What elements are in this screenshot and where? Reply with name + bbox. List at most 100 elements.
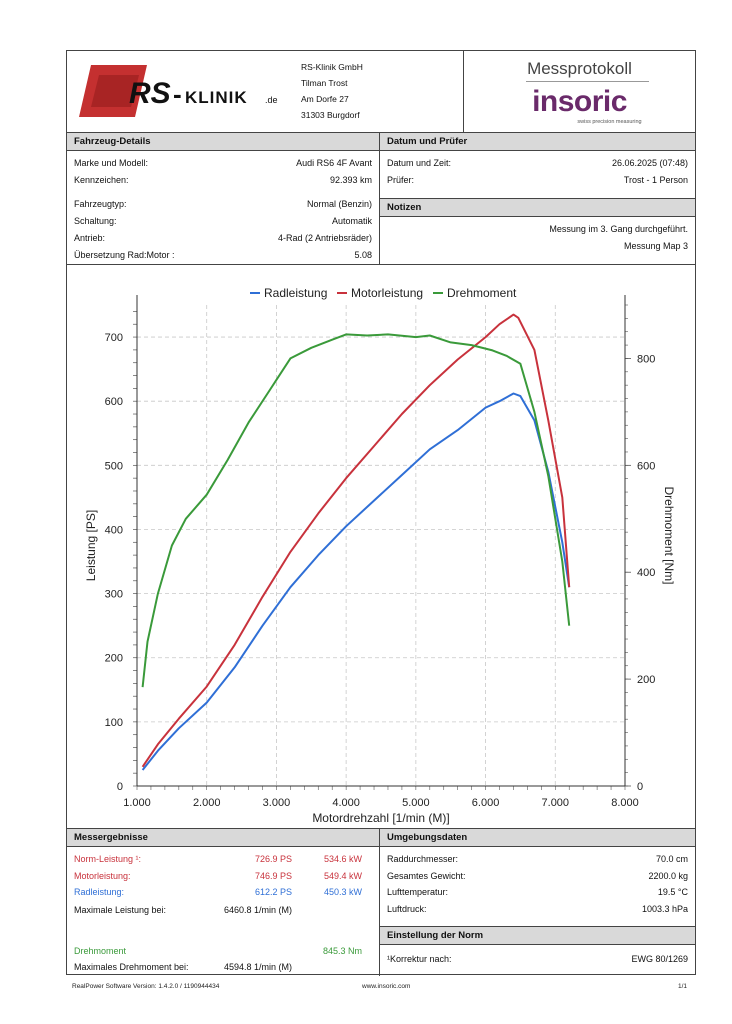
dyno-chart: 1.000 2.000 3.000 4.000 5.000 6.000 7.000 8.000… xyxy=(67,265,695,829)
section-title: Fahrzeug-Details xyxy=(67,133,379,151)
result-row: Motorleistung: 746.9 PS 549.4 kW xyxy=(74,870,372,882)
svg-text:-: - xyxy=(173,79,182,109)
software-version: RealPower Software Version: 1.4.2.0 / 11… xyxy=(72,983,220,990)
vehicle-row: Kennzeichen: 92.393 km xyxy=(74,174,372,186)
y2-tick-label: 400 xyxy=(637,567,655,579)
label: Norm-Leistung ¹: xyxy=(74,854,142,864)
website-link[interactable]: www.insoric.com xyxy=(362,983,411,990)
label: Datum und Zeit: xyxy=(387,158,452,168)
vehicle-row: Marke und Modell: Audi RS6 4F Avant xyxy=(74,157,372,169)
ps-value: 726.9 PS xyxy=(254,854,292,864)
max-power-row: Maximale Leistung bei: 6460.8 1/min (M) xyxy=(74,904,372,916)
date-tester: Datum und Prüfer Datum und Zeit: 26.06.20… xyxy=(380,133,695,199)
ps-value: 746.9 PS xyxy=(254,871,292,881)
value: Normal (Benzin) xyxy=(306,199,372,209)
vehicle-row: Übersetzung Rad:Motor : 5.08 xyxy=(74,249,372,261)
result-row: Norm-Leistung ¹: 726.9 PS 534.6 kW xyxy=(74,853,372,865)
x-tick-label: 1.000 xyxy=(123,797,151,809)
value: Trost - 1 Person xyxy=(623,175,688,185)
environment-data: Umgebungsdaten Raddurchmesser: 70.0 cm Ge… xyxy=(380,829,695,927)
y-tick-label: 400 xyxy=(105,524,123,536)
insoric-tagline: swiss precision measuring xyxy=(577,119,642,125)
result-row: Radleistung: 612.2 PS 450.3 kW xyxy=(74,886,372,898)
y2-tick-label: 800 xyxy=(637,353,655,365)
chart-svg: 1.000 2.000 3.000 4.000 5.000 6.000 7.000 8.000… xyxy=(84,286,676,825)
env-row: Lufttemperatur: 19.5 °C xyxy=(387,887,688,897)
company-line: 31303 Burgdorf xyxy=(301,110,360,120)
value: 4594.8 1/min (M) xyxy=(223,962,292,972)
y-tick-label: 700 xyxy=(105,332,123,344)
value: 4-Rad (2 Antriebsräder) xyxy=(277,233,372,243)
note-line: Messung Map 3 xyxy=(623,241,688,251)
header: RS - KLINIK .de RS-Klinik GmbH Tilman Tr… xyxy=(67,51,695,133)
x-tick-label: 7.000 xyxy=(542,797,570,809)
torque-row: Drehmoment 845.3 Nm xyxy=(74,945,372,957)
env-row: Gesamtes Gewicht: 2200.0 kg xyxy=(387,871,688,881)
insoric-logo: insoric xyxy=(532,85,627,118)
kw-value: 549.4 kW xyxy=(323,871,362,881)
y-tick-label: 200 xyxy=(105,653,123,665)
vehicle-details: Fahrzeug-Details Marke und Modell: Audi R… xyxy=(67,133,380,265)
kw-value: 534.6 kW xyxy=(323,854,362,864)
label: Maximale Leistung bei: xyxy=(74,905,167,915)
legend-label: Drehmoment xyxy=(447,286,517,300)
svg-text:.de: .de xyxy=(265,95,278,105)
section-title: Datum und Prüfer xyxy=(380,133,695,151)
value: Audi RS6 4F Avant xyxy=(296,158,372,168)
y-tick-label: 300 xyxy=(105,589,123,601)
y-tick-label: 100 xyxy=(105,717,123,729)
x-axis-label: Motordrehzahl [1/min (M)] xyxy=(312,811,449,825)
vehicle-row: Schaltung: Automatik xyxy=(74,215,372,227)
torque-value: 845.3 Nm xyxy=(322,946,362,956)
x-tick-label: 6.000 xyxy=(472,797,500,809)
company-line: RS-Klinik GmbH xyxy=(301,62,363,72)
label: Fahrzeugtyp: xyxy=(74,199,127,209)
y-tick-label: 600 xyxy=(105,396,123,408)
label: Radleistung: xyxy=(74,887,125,897)
legend-label: Radleistung xyxy=(264,286,327,300)
label: Antrieb: xyxy=(74,233,106,243)
label: Kennzeichen: xyxy=(74,175,129,185)
notes: Notizen Messung im 3. Gang durchgeführt.… xyxy=(380,199,695,265)
legend-label: Motorleistung xyxy=(351,286,423,300)
value: 26.06.2025 (07:48) xyxy=(611,158,688,168)
label: Prüfer: xyxy=(387,175,415,185)
norm-setting: Einstellung der Norm ¹Korrektur nach: EWG… xyxy=(380,927,695,976)
series-line-motorleistung xyxy=(141,313,571,768)
section-title: Einstellung der Norm xyxy=(380,927,695,945)
env-row: Luftdruck: 1003.3 hPa xyxy=(387,904,688,914)
value: 6460.8 1/min (M) xyxy=(223,905,292,915)
vehicle-row: Fahrzeugtyp: Normal (Benzin) xyxy=(74,198,372,210)
tester-row: Prüfer: Trost - 1 Person xyxy=(387,174,688,186)
rs-klinik-logo: RS - KLINIK .de xyxy=(77,61,297,121)
series-line-drehmoment xyxy=(141,333,571,688)
label: Marke und Modell: xyxy=(74,158,149,168)
date-row: Datum und Zeit: 26.06.2025 (07:48) xyxy=(387,157,688,169)
label: Maximales Drehmoment bei: xyxy=(74,962,189,972)
value: 5.08 xyxy=(354,250,372,260)
measurement-results: Messergebnisse Norm-Leistung ¹: 726.9 PS 5… xyxy=(67,829,380,976)
page-number: 1/1 xyxy=(678,983,688,990)
x-tick-label: 2.000 xyxy=(193,797,221,809)
x-tick-label: 4.000 xyxy=(332,797,360,809)
y2-tick-label: 600 xyxy=(637,460,655,472)
series-line-radleistung xyxy=(141,392,571,771)
vehicle-row: Antrieb: 4-Rad (2 Antriebsräder) xyxy=(74,232,372,244)
company-line: Am Dorfe 27 xyxy=(301,94,349,104)
company-address: RS-Klinik GmbH Tilman Trost Am Dorfe 27 … xyxy=(301,59,441,123)
max-torque-row: Maximales Drehmoment bei: 4594.8 1/min (… xyxy=(74,961,372,973)
y2-tick-label: 0 xyxy=(637,781,643,793)
x-tick-label: 8.000 xyxy=(611,797,639,809)
svg-text:KLINIK: KLINIK xyxy=(185,88,248,107)
y2-axis-label: Drehmoment [Nm] xyxy=(662,486,676,584)
env-row: Raddurchmesser: 70.0 cm xyxy=(387,854,688,864)
label: Übersetzung Rad:Motor : xyxy=(74,250,175,260)
y-tick-label: 500 xyxy=(105,460,123,472)
report-page: RS - KLINIK .de RS-Klinik GmbH Tilman Tr… xyxy=(66,50,696,976)
svg-text:RS: RS xyxy=(129,77,171,110)
x-tick-label: 5.000 xyxy=(402,797,430,809)
title-box: Messprotokoll insoric swiss precision me… xyxy=(463,51,695,133)
label: Schaltung: xyxy=(74,216,117,226)
label: Motorleistung: xyxy=(74,871,131,881)
norm-row: ¹Korrektur nach: EWG 80/1269 xyxy=(387,954,688,964)
